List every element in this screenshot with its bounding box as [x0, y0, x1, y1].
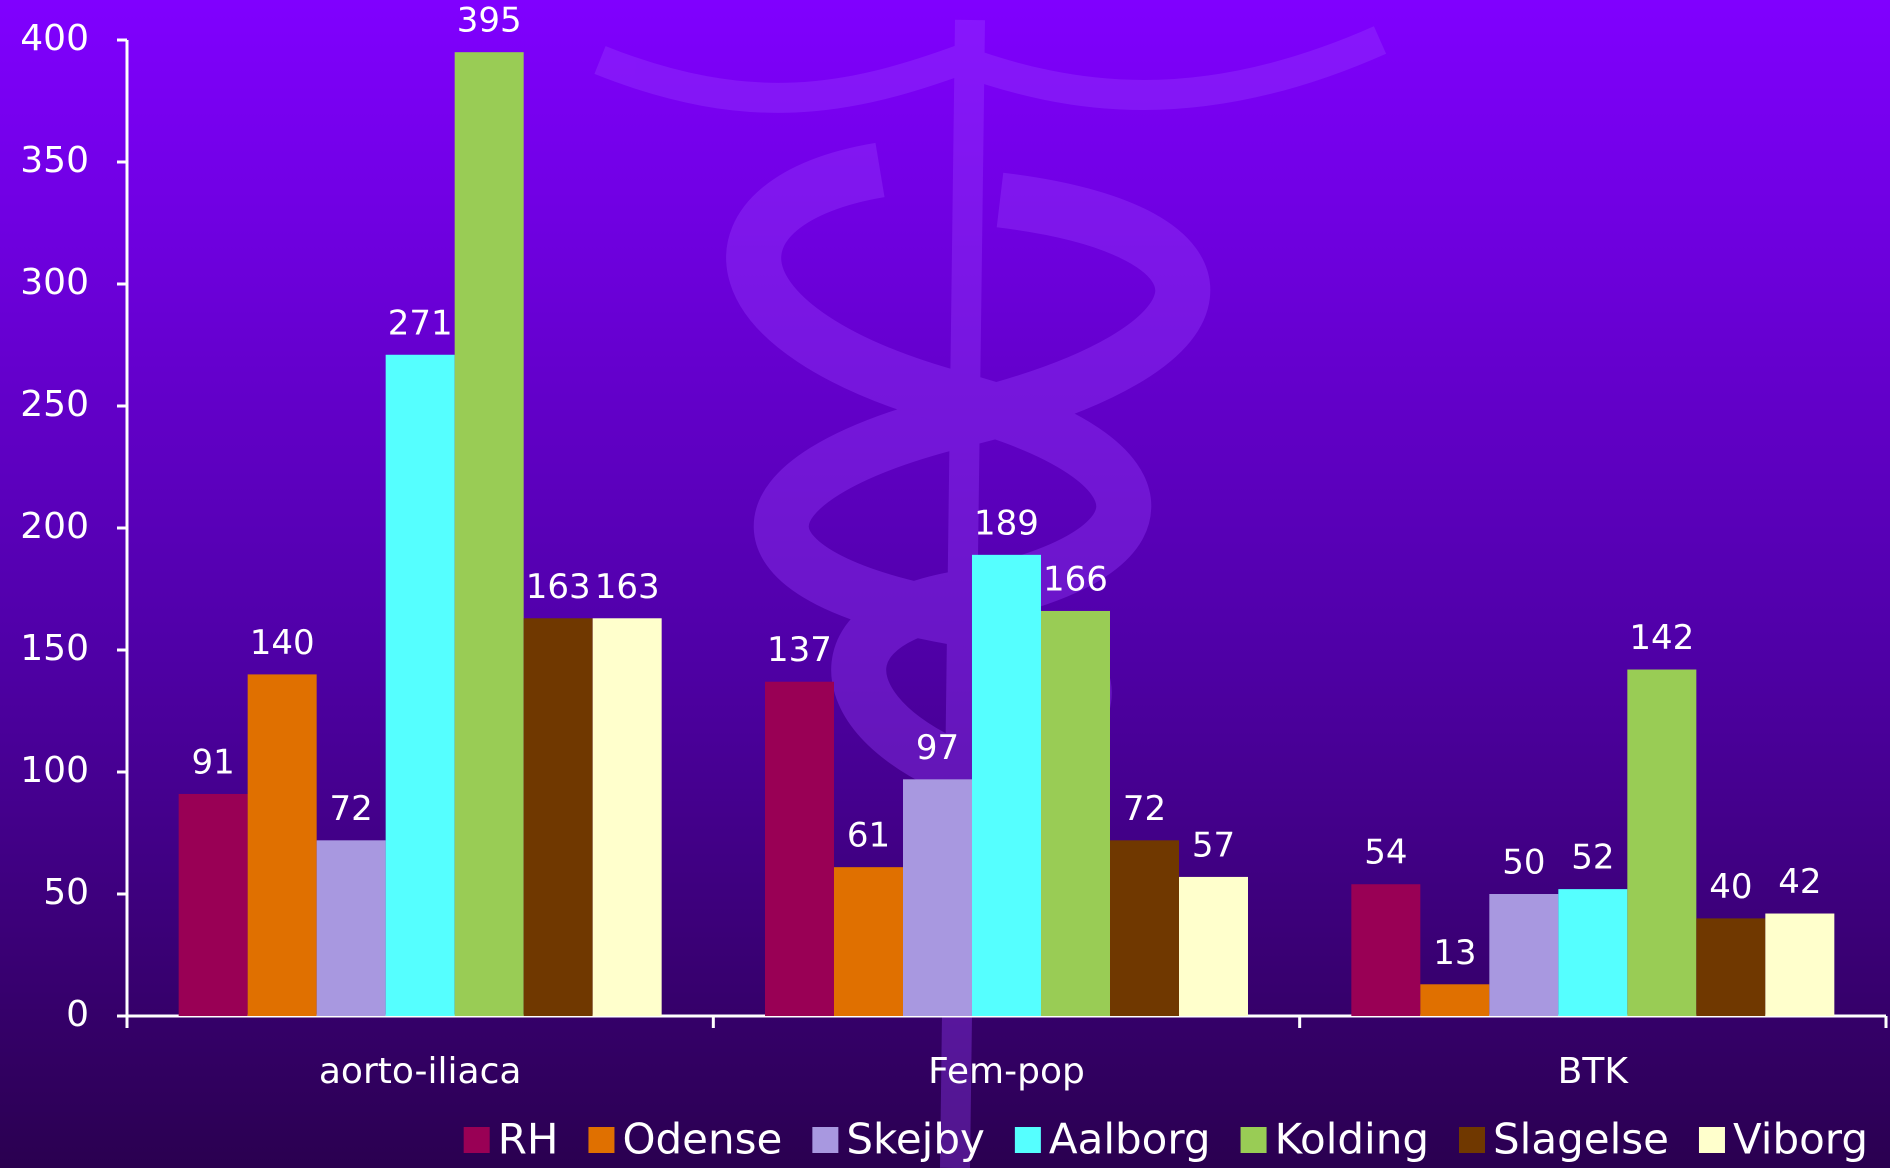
- bar: [1179, 876, 1248, 1016]
- bar: [1627, 669, 1697, 1016]
- legend-label: Aalborg: [1049, 1115, 1211, 1164]
- value-label: 142: [1629, 618, 1694, 658]
- bar: [592, 618, 662, 1016]
- y-tick-label: 100: [20, 750, 89, 791]
- value-label: 57: [1192, 825, 1235, 865]
- value-label: 52: [1571, 838, 1614, 878]
- x-tick-label: Fem-pop: [928, 1051, 1085, 1092]
- legend-label: Skejby: [846, 1115, 985, 1164]
- bar: [1041, 610, 1110, 1016]
- bar: [316, 840, 386, 1016]
- bar: [1489, 894, 1559, 1016]
- legend-swatch: [1014, 1127, 1041, 1153]
- legend-label: Kolding: [1275, 1115, 1429, 1164]
- value-label: 91: [192, 742, 235, 782]
- value-label: 140: [250, 623, 315, 663]
- legend-swatch: [1698, 1127, 1725, 1153]
- bar: [765, 681, 834, 1016]
- bar: [454, 52, 524, 1016]
- value-label: 189: [974, 503, 1039, 543]
- bar: [972, 554, 1041, 1016]
- x-tick-label: aorto-iliaca: [319, 1051, 522, 1092]
- y-tick-label: 150: [20, 628, 89, 669]
- bar: [1696, 918, 1766, 1016]
- value-label: 166: [1043, 559, 1108, 599]
- y-tick-label: 300: [20, 262, 89, 303]
- legend-swatch: [1240, 1127, 1267, 1153]
- bar: [834, 867, 903, 1016]
- bar: [385, 354, 455, 1016]
- bar: [247, 674, 317, 1016]
- value-label: 42: [1778, 862, 1821, 902]
- legend-swatch: [1459, 1127, 1485, 1153]
- bar: [178, 793, 248, 1016]
- x-tick-label: BTK: [1558, 1051, 1630, 1092]
- y-tick-label: 400: [20, 18, 89, 59]
- y-tick-label: 200: [20, 506, 89, 547]
- legend-swatch: [463, 1127, 490, 1153]
- value-label: 61: [847, 816, 890, 856]
- bar: [1765, 913, 1835, 1016]
- value-label: 163: [595, 567, 660, 607]
- value-label: 50: [1502, 843, 1545, 883]
- y-tick-label: 250: [20, 384, 89, 425]
- y-tick-label: 50: [43, 872, 89, 913]
- bar: [1420, 984, 1490, 1016]
- bar: [903, 779, 972, 1016]
- legend-label: Slagelse: [1493, 1115, 1669, 1164]
- bar: [1558, 889, 1628, 1016]
- value-label: 137: [767, 630, 832, 670]
- bar: [523, 618, 593, 1016]
- legend-swatch: [588, 1127, 615, 1153]
- value-label: 40: [1709, 867, 1752, 907]
- bar: [1351, 884, 1421, 1016]
- legend-label: Odense: [622, 1115, 782, 1164]
- y-tick-label: 0: [66, 994, 89, 1035]
- value-label: 395: [457, 1, 522, 41]
- y-tick-label: 350: [20, 140, 89, 181]
- value-label: 13: [1433, 933, 1476, 973]
- value-label: 54: [1364, 833, 1407, 873]
- value-label: 271: [388, 303, 453, 343]
- value-label: 72: [330, 789, 373, 829]
- value-label: 97: [916, 728, 959, 768]
- legend-swatch: [812, 1127, 839, 1153]
- bar: [1110, 840, 1179, 1016]
- legend-label: RH: [498, 1115, 559, 1164]
- legend-label: Viborg: [1733, 1115, 1868, 1164]
- value-label: 163: [526, 567, 591, 607]
- value-label: 72: [1123, 789, 1166, 829]
